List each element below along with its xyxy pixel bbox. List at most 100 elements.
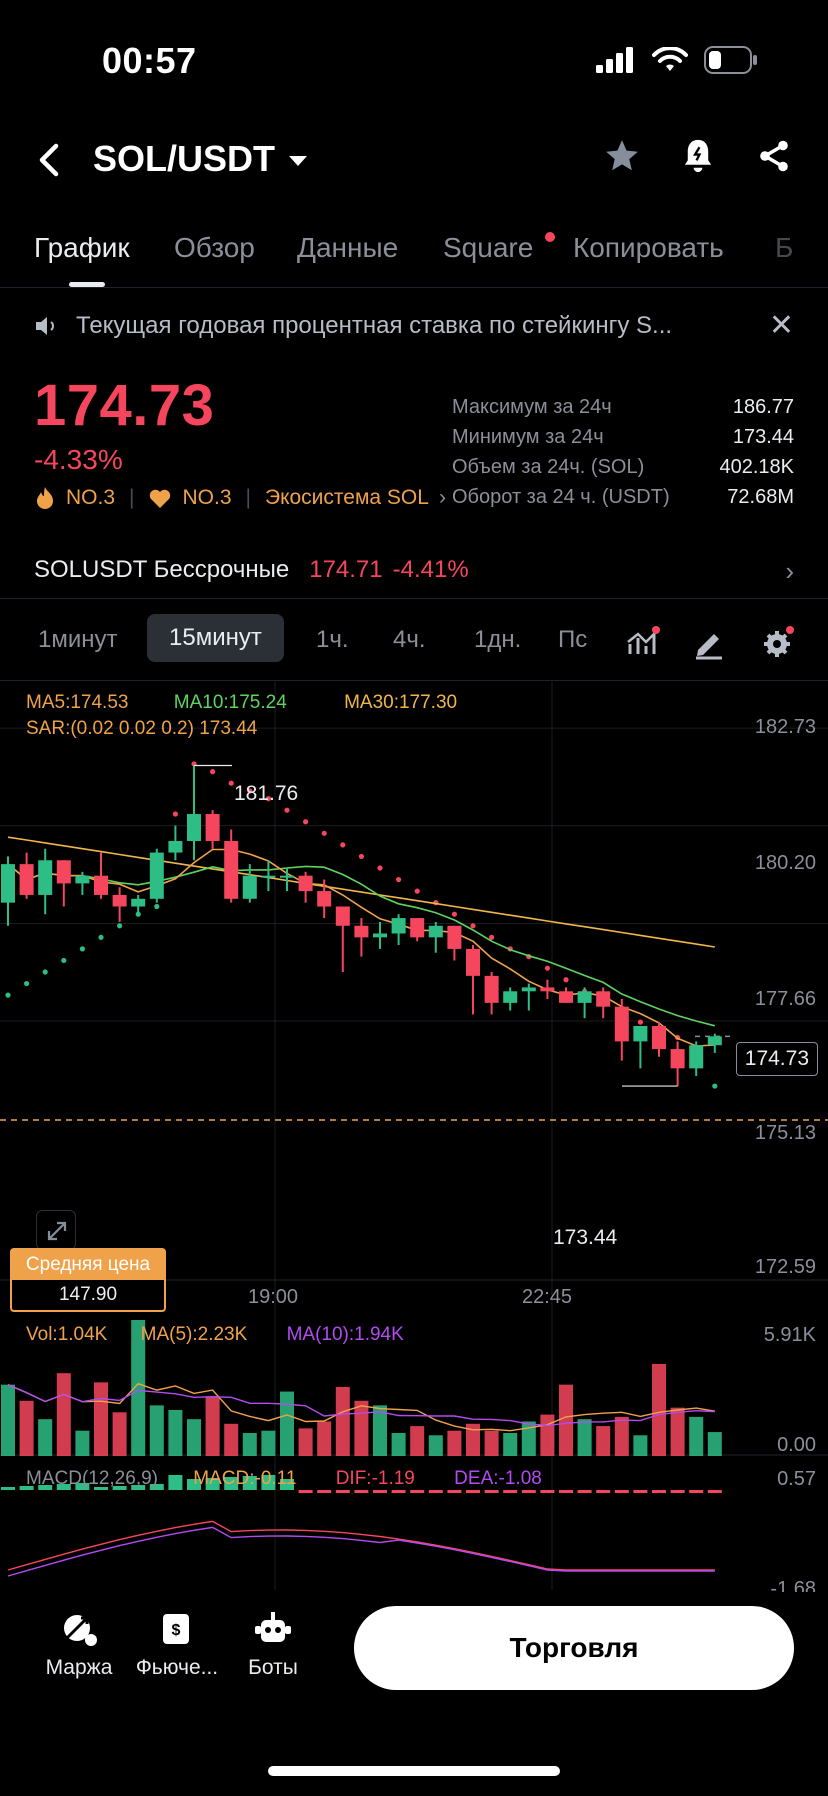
pair-name: SOL/USDT [93,138,276,179]
ma10-line [7,863,715,1027]
macd-histogram-bar [540,1490,555,1493]
price-change: -4.33% [34,444,123,475]
tab-data[interactable]: Данные [297,232,399,263]
sar-dot [451,911,457,917]
macd-histogram-bar [317,1490,332,1493]
macd-histogram-bar [94,1487,108,1490]
tab-overview[interactable]: Обзор [174,232,255,263]
avg-price-badge[interactable]: Средняя цена 147.90 [10,1248,166,1312]
rank-popular[interactable]: NO.3 [182,486,232,509]
wifi-icon [652,47,688,71]
volume-bar [689,1416,704,1456]
volume-bar [149,1405,164,1456]
volume-bar [652,1363,666,1456]
notice-text: Текущая годовая процентная ставка по сте… [76,312,673,339]
rank-hot[interactable]: NO.3 [66,486,116,509]
volume-bar [577,1419,592,1456]
interval-15m[interactable]: 15минут [147,614,284,662]
sar-dot [61,957,67,964]
margin-button[interactable]: Маржа [34,1606,124,1680]
indicator-icon[interactable] [626,626,660,660]
favorite-button[interactable] [602,136,642,176]
volume-bar [670,1407,685,1456]
status-bar: 00:57 [0,0,828,120]
sar-dot [377,865,383,871]
volume-bar [521,1421,536,1456]
back-button[interactable] [30,138,70,182]
stat-row: Объем за 24ч. (SOL) 402.18K [452,456,794,486]
stat-row: Оборот за 24 ч. (USDT) 72.68M [452,486,794,516]
sar-dot [42,969,48,975]
candle-body [38,860,53,895]
candle-body [614,1006,629,1042]
candle-body [280,875,294,878]
perpetual-link[interactable]: SOLUSDT Бессрочные 174.71 -4.41% › [34,550,794,590]
dif-value: DIF:-1.19 [335,1468,415,1489]
close-icon[interactable]: ✕ [768,309,794,342]
alert-button[interactable] [678,136,718,176]
interval-more[interactable]: Пс [558,626,588,653]
ma5-legend: MA5:174.53 [26,692,129,713]
sar-dot [284,807,290,813]
bots-button[interactable]: Боты [228,1606,318,1680]
interval-1d[interactable]: 1дн. [474,626,522,653]
margin-label: Маржа [45,1656,113,1679]
macd-histogram-bar [596,1490,611,1493]
dea-line [7,1526,715,1577]
macd-histogram-bar [521,1490,536,1493]
volume-bar [391,1432,406,1456]
pair-selector[interactable]: SOL/USDT [93,138,308,180]
sar-dot [321,830,327,836]
back-arrow-icon [39,143,59,177]
staking-notice[interactable]: Текущая годовая процентная ставка по сте… [0,300,828,354]
macd-histogram-bar [1,1487,15,1490]
vol-ma5-legend: MA(5):2.23K [140,1324,248,1345]
tab-more[interactable]: Б [775,232,794,263]
candle-body [1,864,15,903]
tab-copy[interactable]: Копировать [573,232,724,263]
current-price-tag[interactable]: 174.73 [735,1042,818,1076]
futures-button[interactable]: $ Фьюче... [132,1606,222,1680]
trade-button[interactable]: Торговля [354,1606,794,1690]
interval-1h[interactable]: 1ч. [316,626,349,653]
chevron-down-icon [289,156,308,166]
sar-dot [358,853,364,860]
tab-square[interactable]: Square [443,232,534,263]
volume-bar [410,1426,425,1456]
price-chart[interactable] [0,680,828,1590]
ecosystem-tag[interactable]: Экосистема SOL [264,486,429,509]
expand-chart-button[interactable] [36,1210,76,1250]
candle-body [94,875,108,895]
volume-bar [428,1435,443,1456]
candle-body [112,894,127,907]
y-tick: 182.73 [754,716,816,738]
volume-bar [205,1396,220,1456]
macd-histogram-bar [410,1490,425,1493]
interval-1m[interactable]: 1минут [38,626,118,653]
share-icon [760,140,788,172]
signal-icon [596,47,633,73]
interval-4h[interactable]: 4ч. [393,626,426,653]
share-button[interactable] [754,136,794,176]
volume-bar [317,1421,332,1456]
macd-histogram-bar [614,1490,629,1493]
high-annotation: 181.76 [234,782,299,805]
ma30-legend: MA30:177.30 [344,692,458,713]
volume-bar [633,1435,648,1456]
sar-dot [563,977,569,983]
stats-24h: Максимум за 24ч 186.77 Минимум за 24ч 17… [452,396,794,516]
bottom-action-bar: Маржа $ Фьюче... Боты Торговля [0,1596,828,1706]
sar-dot [544,965,551,971]
divider [0,680,828,681]
sar-dot [396,876,402,883]
volume-bar [373,1405,387,1456]
draw-pen-icon[interactable] [692,626,726,660]
volume-bar [540,1414,555,1456]
settings-gear-icon[interactable] [760,626,794,660]
speaker-icon [36,317,54,335]
sar-dot [98,934,104,940]
tab-chart[interactable]: График [34,232,130,263]
volume-bar [168,1409,183,1456]
macd-label: MACD(12,26,9) [26,1468,158,1489]
macd-histogram-bar [670,1490,685,1493]
